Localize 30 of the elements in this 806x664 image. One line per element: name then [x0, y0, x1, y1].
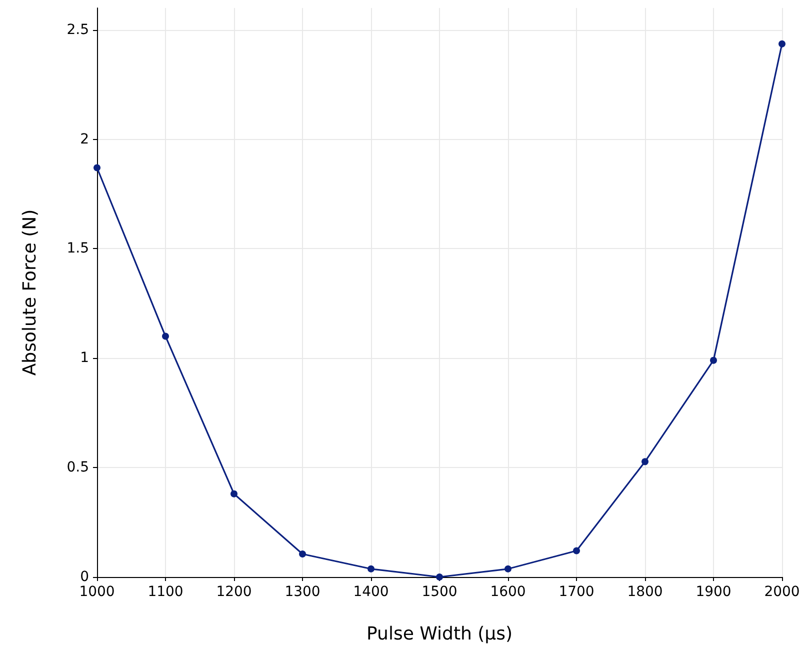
y-axis-title: Absolute Force (N): [20, 209, 40, 376]
x-tick-label: 1700: [558, 584, 594, 600]
x-tick-label: 2000: [764, 584, 800, 600]
x-tick-label: 1600: [490, 584, 526, 600]
point: [642, 458, 648, 466]
y-tick-label: 2: [80, 131, 89, 148]
x-tick-label: 1900: [696, 584, 732, 600]
y-tick-label: 2.5: [66, 22, 89, 38]
x-tick-label: 1200: [216, 584, 252, 600]
point: [368, 565, 374, 572]
x-tick-label: 1000: [79, 584, 115, 600]
point: [573, 547, 580, 554]
y-tick-label: 1: [80, 350, 89, 366]
point: [710, 356, 717, 364]
x-tick-label: 1300: [284, 584, 320, 600]
point: [94, 164, 100, 172]
y-tick-label: 0.5: [66, 460, 89, 476]
point: [778, 40, 786, 48]
point: [299, 550, 306, 558]
x-tick-label: 1500: [422, 584, 458, 600]
x-tick-label: 1400: [353, 584, 389, 600]
point: [436, 574, 443, 580]
point: [162, 332, 169, 340]
x-tick-label: 1800: [627, 584, 663, 600]
point: [230, 490, 238, 498]
x-tick-label: 1100: [148, 584, 184, 600]
y-tick-label: 0: [80, 569, 89, 585]
point: [504, 565, 512, 572]
x-axis-title: Pulse Width (µs): [366, 624, 513, 644]
y-tick-label: 1.5: [66, 240, 89, 257]
